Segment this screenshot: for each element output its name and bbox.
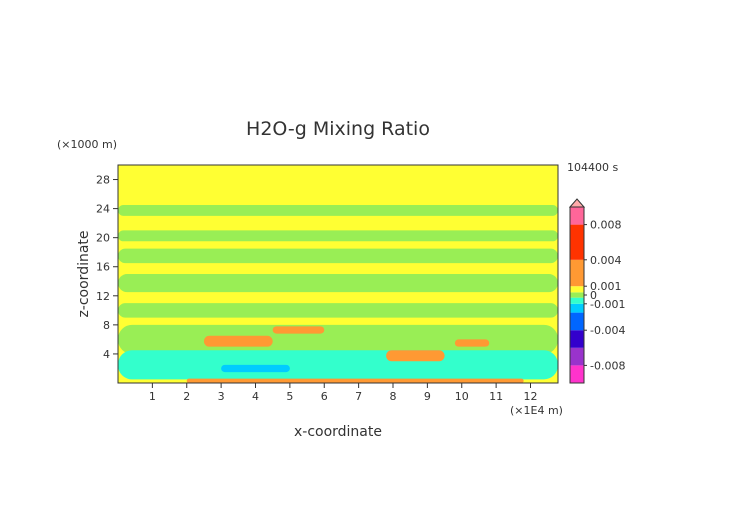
x-tick-label: 1 <box>149 390 156 403</box>
y-tick-label: 28 <box>96 174 110 187</box>
colorbar-label: 0.008 <box>590 219 622 232</box>
y-tick-label: 8 <box>103 319 110 332</box>
contour-region <box>118 204 558 216</box>
plot-area <box>117 164 559 384</box>
timestamp-label: 104400 s <box>567 161 618 174</box>
x-axis: 1 2 3 4 5 6 7 8 9 10 11 12 <box>149 383 538 403</box>
colorbar-segment <box>570 259 584 287</box>
y-axis: 4 8 12 16 20 24 28 <box>96 174 118 361</box>
contour-region <box>118 248 558 264</box>
contour-region <box>272 326 325 334</box>
colorbar-segment <box>570 207 584 225</box>
colorbar-label: 0.001 <box>590 280 622 293</box>
contour-region <box>118 303 558 318</box>
x-tick-label: 8 <box>390 390 397 403</box>
y-tick-label: 16 <box>96 261 110 274</box>
colorbar-segment <box>570 297 584 304</box>
colorbar-segment <box>570 347 584 366</box>
colorbar-segment <box>570 312 584 331</box>
y-tick-label: 4 <box>103 348 110 361</box>
y-unit-label: (×1000 m) <box>57 138 117 151</box>
contour-region <box>186 378 524 383</box>
x-unit-label: (×1E4 m) <box>510 404 563 417</box>
colorbar-label: -0.001 <box>590 298 625 311</box>
contour-region <box>454 339 490 347</box>
contour-region <box>203 335 273 347</box>
y-tick-label: 12 <box>96 290 110 303</box>
colorbar-segment <box>570 365 584 383</box>
contour-region <box>118 350 558 380</box>
colorbar-segment <box>570 224 584 260</box>
x-tick-label: 11 <box>489 390 503 403</box>
x-tick-label: 7 <box>355 390 362 403</box>
colorbar-arrow <box>568 198 586 208</box>
colorbar-label: 0.004 <box>590 254 622 267</box>
colorbar-segment <box>570 286 584 293</box>
y-tick-label: 24 <box>96 203 110 216</box>
contour-region <box>118 230 558 242</box>
colorbar-label: 0 <box>590 289 597 302</box>
colorbar-segment <box>570 292 584 298</box>
contour-region <box>118 324 558 354</box>
contour-region <box>118 274 558 293</box>
colorbar-label: -0.008 <box>590 359 625 372</box>
x-tick-label: 4 <box>252 390 259 403</box>
x-tick-label: 9 <box>424 390 431 403</box>
chart-title: H2O-g Mixing Ratio <box>246 118 430 140</box>
contour-region <box>221 364 290 373</box>
x-tick-label: 10 <box>455 390 469 403</box>
plot-frame <box>117 164 559 384</box>
x-tick-label: 2 <box>183 390 190 403</box>
x-tick-label: 12 <box>524 390 538 403</box>
contour-region <box>386 350 445 362</box>
y-axis-label: z-coordinate <box>76 230 92 317</box>
colorbar-segment <box>570 330 584 348</box>
x-tick-label: 3 <box>218 390 225 403</box>
colorbar-label: -0.004 <box>590 324 625 337</box>
y-tick-label: 20 <box>96 232 110 245</box>
x-tick-label: 5 <box>286 390 293 403</box>
x-tick-label: 6 <box>321 390 328 403</box>
colorbar-segment <box>570 303 584 313</box>
x-axis-label: x-coordinate <box>294 424 382 440</box>
